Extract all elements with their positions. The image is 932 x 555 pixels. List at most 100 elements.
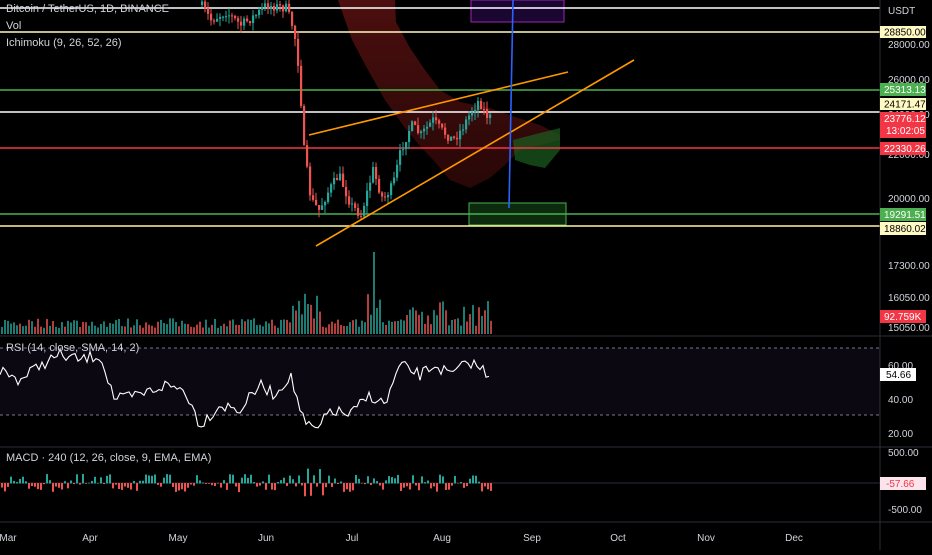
volume-bar bbox=[205, 319, 207, 334]
volume-bar bbox=[313, 318, 315, 334]
volume-bar bbox=[472, 305, 474, 334]
macd-bar bbox=[10, 476, 12, 484]
volume-bar bbox=[307, 303, 309, 334]
volume-bar bbox=[430, 324, 432, 334]
macd-bar bbox=[268, 474, 270, 484]
macd-bar bbox=[184, 483, 186, 492]
macd-bar bbox=[199, 480, 201, 484]
volume-bar bbox=[49, 325, 51, 334]
volume-bar bbox=[184, 323, 186, 334]
macd-bar bbox=[442, 476, 444, 484]
macd-bar bbox=[196, 475, 198, 484]
volume-bar bbox=[121, 326, 123, 334]
candle-body bbox=[444, 127, 447, 135]
volume-bar bbox=[337, 319, 339, 334]
candle-body bbox=[276, 4, 279, 11]
tag-18860-bg bbox=[880, 222, 926, 235]
macd-bar bbox=[124, 483, 126, 487]
volume-bar bbox=[154, 327, 156, 334]
macd-bar bbox=[481, 483, 483, 492]
tag-28850-bg bbox=[880, 26, 926, 38]
volume-bar bbox=[28, 319, 30, 334]
volume-bar bbox=[421, 311, 423, 334]
rsi-tick-1: 40.00 bbox=[888, 395, 913, 406]
macd-bar bbox=[205, 483, 207, 484]
volume-bar bbox=[181, 320, 183, 334]
macd-bar bbox=[448, 483, 450, 490]
volume-bar bbox=[310, 304, 312, 334]
volume-bar bbox=[202, 327, 204, 334]
macd-bar bbox=[415, 483, 417, 486]
candle-body bbox=[303, 106, 306, 146]
macd-bar bbox=[22, 476, 24, 484]
volume-bar bbox=[451, 320, 453, 334]
wedge-upper-trendline bbox=[308, 71, 569, 136]
macd-bar bbox=[331, 483, 333, 487]
volume-bar bbox=[175, 321, 177, 334]
macd-bar bbox=[316, 483, 318, 487]
volume-bar bbox=[214, 318, 216, 334]
volume-bar bbox=[148, 324, 150, 334]
tag-22330-bg bbox=[880, 142, 926, 155]
macd-bar bbox=[313, 475, 315, 484]
macd-bar bbox=[49, 480, 51, 484]
volume-bar bbox=[127, 318, 129, 334]
candle-body bbox=[321, 205, 324, 210]
tag-25313-bg bbox=[880, 83, 926, 96]
macd-bar bbox=[367, 476, 369, 484]
volume-bar bbox=[400, 319, 402, 334]
macd-bar bbox=[277, 481, 279, 484]
macd-bar bbox=[115, 483, 117, 485]
volume-bar bbox=[94, 325, 96, 334]
macd-bar bbox=[406, 483, 408, 487]
volume-bar bbox=[1, 326, 3, 334]
macd-bar bbox=[286, 483, 288, 486]
volume-bar bbox=[484, 310, 486, 334]
macd-bar bbox=[166, 474, 168, 484]
price-tick-5: 17300.00 bbox=[888, 261, 930, 272]
macd-bar bbox=[427, 480, 429, 484]
volume-bar bbox=[253, 318, 255, 334]
candle-body bbox=[408, 131, 411, 143]
volume-bar bbox=[64, 326, 66, 334]
macd-bar bbox=[295, 483, 297, 487]
volume-bar bbox=[82, 321, 84, 334]
price-currency: USDT bbox=[888, 6, 915, 17]
volume-bar bbox=[139, 325, 141, 334]
volume-bar bbox=[292, 305, 294, 334]
tag-rsi-bg bbox=[880, 368, 916, 381]
volume-bar bbox=[109, 322, 111, 334]
macd-bar bbox=[7, 483, 9, 487]
target-box-purple bbox=[470, 0, 565, 23]
macd-bar bbox=[460, 482, 462, 484]
volume-bar bbox=[163, 322, 165, 334]
volume-bar bbox=[433, 310, 435, 334]
macd-bar bbox=[478, 481, 480, 484]
macd-axis-ticks: 500.00 -500.00 bbox=[888, 448, 922, 516]
candle-body bbox=[351, 203, 354, 205]
macd-bar bbox=[103, 483, 105, 485]
volume-bar bbox=[367, 294, 369, 334]
volume-bar bbox=[193, 327, 195, 334]
macd-bar bbox=[82, 474, 84, 484]
time-axis-labels: Mar Apr May Jun Jul Aug Sep Oct Nov Dec bbox=[0, 533, 803, 544]
candle-body bbox=[222, 16, 225, 18]
volume-bar bbox=[406, 315, 408, 334]
macd-bar bbox=[172, 483, 174, 487]
tag-19291-bg bbox=[880, 208, 926, 221]
volume-bar bbox=[67, 320, 69, 334]
candle-body bbox=[285, 3, 288, 12]
macd-bar bbox=[370, 483, 372, 485]
macd-bar bbox=[310, 483, 312, 496]
macd-bar bbox=[34, 483, 36, 487]
candle-body bbox=[468, 115, 471, 120]
candle-body bbox=[318, 204, 321, 210]
candle-body bbox=[336, 178, 339, 181]
candle-body bbox=[288, 3, 291, 13]
macd-bar bbox=[151, 475, 153, 484]
macd-bar bbox=[232, 474, 234, 484]
x-label-apr: Apr bbox=[82, 533, 98, 544]
volume-bar bbox=[394, 321, 396, 334]
